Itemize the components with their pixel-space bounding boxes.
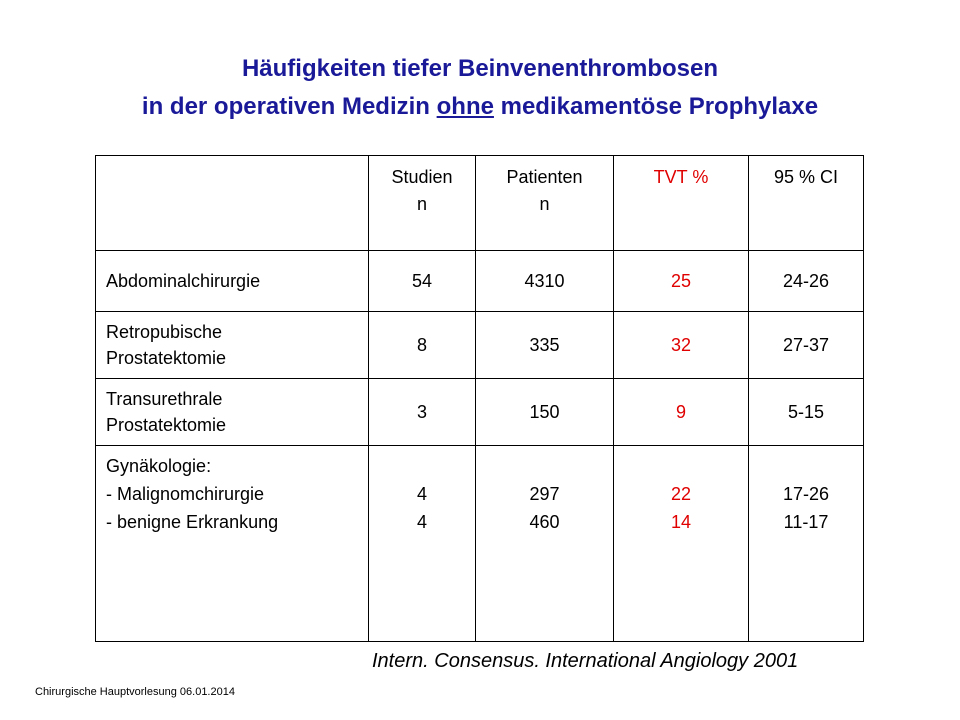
header-patienten-l2: n — [539, 194, 550, 214]
cell-value: 460 — [529, 512, 560, 532]
header-tvt-l1: TVT % — [653, 167, 709, 187]
cell-patienten: 4310 — [475, 250, 614, 312]
header-empty-cell — [95, 155, 369, 251]
title-line2-pre: in der operativen Medizin — [141, 93, 437, 120]
cell-value: 14 — [670, 512, 692, 532]
slide-title-line1: Häufigkeiten tiefer Beinvenenthrombosen — [241, 55, 719, 82]
cell-value: 9 — [675, 402, 686, 422]
row-label: Abdominalchirurgie — [95, 250, 369, 312]
cell-value: 32 — [670, 335, 692, 355]
table-row: Gynäkologie: - Malignomchirurgie - benigne… — [95, 445, 864, 642]
cell-value: 297 — [529, 484, 560, 504]
cell-value: 150 — [529, 402, 560, 422]
header-patienten: Patienten n — [475, 155, 614, 251]
cell-value: 22 — [670, 484, 692, 504]
cell-value: 54 — [411, 270, 433, 291]
header-studien: Studien n — [368, 155, 476, 251]
row-label-line: - Malignomchirurgie — [106, 484, 265, 504]
header-ci-l1: 95 % CI — [773, 167, 839, 187]
cell-value: 24-26 — [782, 270, 830, 291]
cell-value: 25 — [670, 270, 692, 291]
cell-ci: 27-37 — [748, 311, 864, 379]
cell-tvt: 22 14 — [613, 445, 749, 642]
cell-studien: 8 — [368, 311, 476, 379]
cell-value: 17-26 — [782, 484, 830, 504]
cell-value: 4 — [416, 484, 427, 504]
cell-ci: 24-26 — [748, 250, 864, 312]
cell-tvt: 25 — [613, 250, 749, 312]
row-label-line: Prostatektomie — [106, 348, 227, 368]
row-label: Gynäkologie: - Malignomchirurgie - benigne… — [95, 445, 369, 642]
dvt-frequency-table: Studien n Patienten n TVT % 95 % CI Abdomi… — [95, 155, 864, 642]
row-label: Transurethrale Prostatektomie — [95, 378, 369, 446]
cell-value: 8 — [416, 335, 427, 355]
row-label: Retropubische Prostatektomie — [95, 311, 369, 379]
source-citation: Intern. Consensus. International Angiolo… — [372, 650, 799, 672]
row-label-line: Prostatektomie — [106, 415, 227, 435]
cell-patienten: 150 — [475, 378, 614, 446]
cell-value: 3 — [416, 402, 427, 422]
header-studien-l2: n — [416, 194, 427, 214]
cell-patienten: 297 460 — [475, 445, 614, 642]
title-underlined-word: ohne — [436, 93, 494, 120]
row-label-line: Transurethrale — [106, 389, 223, 409]
header-ci: 95 % CI — [748, 155, 864, 251]
header-patienten-l1: Patienten — [506, 167, 583, 187]
cell-tvt: 9 — [613, 378, 749, 446]
cell-value: 27-37 — [782, 335, 830, 355]
title-line2-post: medikamentöse Prophylaxe — [493, 93, 819, 120]
row-label-line: - benigne Erkrankung — [106, 512, 279, 532]
cell-studien: 54 — [368, 250, 476, 312]
cell-ci: 5-15 — [748, 378, 864, 446]
cell-value: 4310 — [524, 270, 565, 291]
cell-ci: 17-26 11-17 — [748, 445, 864, 642]
table-row: Retropubische Prostatektomie 8 335 32 27-… — [95, 311, 864, 379]
cell-value: 4 — [416, 512, 427, 532]
cell-value: 5-15 — [787, 402, 825, 422]
cell-value: 11-17 — [783, 512, 829, 532]
row-label-line: Retropubische — [106, 322, 223, 342]
table-row: Transurethrale Prostatektomie 3 150 9 5-1… — [95, 378, 864, 446]
header-studien-l1: Studien — [391, 167, 453, 187]
table-header-row: Studien n Patienten n TVT % 95 % CI — [95, 155, 864, 251]
footer-text: Chirurgische Hauptvorlesung 06.01.2014 — [35, 686, 235, 698]
slide-title-line2: in der operativen Medizin ohne medikamen… — [0, 93, 960, 121]
row-label-line: Gynäkologie: — [106, 456, 212, 476]
cell-tvt: 32 — [613, 311, 749, 379]
cell-patienten: 335 — [475, 311, 614, 379]
table-row: Abdominalchirurgie 54 4310 25 24-26 — [95, 250, 864, 312]
cell-value: 335 — [529, 335, 560, 355]
header-tvt: TVT % — [613, 155, 749, 251]
cell-studien: 3 — [368, 378, 476, 446]
row-label-line: Abdominalchirurgie — [106, 270, 261, 291]
